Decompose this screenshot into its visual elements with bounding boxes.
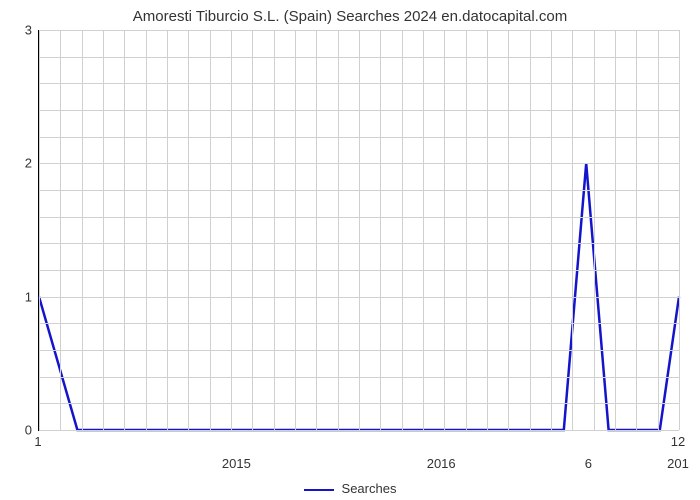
grid-line-v bbox=[423, 30, 424, 430]
grid-line-v bbox=[679, 30, 680, 430]
legend-swatch bbox=[304, 489, 334, 491]
y-tick-label: 3 bbox=[8, 23, 32, 38]
grid-line-v bbox=[316, 30, 317, 430]
grid-line-v bbox=[380, 30, 381, 430]
grid-line-v bbox=[274, 30, 275, 430]
grid-line-v bbox=[658, 30, 659, 430]
x-tick-label: 1 bbox=[34, 434, 41, 449]
grid-line-v bbox=[167, 30, 168, 430]
grid-line-v bbox=[636, 30, 637, 430]
grid-line-v bbox=[572, 30, 573, 430]
grid-line-v bbox=[210, 30, 211, 430]
y-tick-label: 1 bbox=[8, 289, 32, 304]
grid-line-v bbox=[487, 30, 488, 430]
legend: Searches bbox=[0, 481, 700, 496]
grid-line-v bbox=[359, 30, 360, 430]
grid-line-v bbox=[594, 30, 595, 430]
grid-line-v bbox=[466, 30, 467, 430]
y-tick-label: 0 bbox=[8, 423, 32, 438]
x-axis-label: 2016 bbox=[427, 456, 456, 471]
grid-line-v bbox=[402, 30, 403, 430]
grid-line-v bbox=[615, 30, 616, 430]
grid-line-v bbox=[551, 30, 552, 430]
grid-line-v bbox=[60, 30, 61, 430]
grid-line-v bbox=[338, 30, 339, 430]
grid-line-v bbox=[82, 30, 83, 430]
x-axis-label: 2015 bbox=[222, 456, 251, 471]
legend-label: Searches bbox=[342, 481, 397, 496]
x-tick-label: 12 bbox=[671, 434, 685, 449]
chart-title: Amoresti Tiburcio S.L. (Spain) Searches … bbox=[0, 8, 700, 25]
grid-line-v bbox=[231, 30, 232, 430]
grid-line-v bbox=[508, 30, 509, 430]
x-axis-label: 201 bbox=[667, 456, 689, 471]
y-tick-label: 2 bbox=[8, 156, 32, 171]
grid-line-v bbox=[39, 30, 40, 430]
grid-line-v bbox=[252, 30, 253, 430]
grid-line-v bbox=[188, 30, 189, 430]
grid-line-v bbox=[444, 30, 445, 430]
grid-line-v bbox=[530, 30, 531, 430]
grid-line-v bbox=[295, 30, 296, 430]
grid-line-h bbox=[39, 430, 679, 431]
grid-line-v bbox=[103, 30, 104, 430]
x-axis-label: 6 bbox=[585, 456, 592, 471]
grid-line-v bbox=[146, 30, 147, 430]
grid-line-v bbox=[124, 30, 125, 430]
chart-container: Amoresti Tiburcio S.L. (Spain) Searches … bbox=[0, 0, 700, 500]
plot-area bbox=[38, 30, 679, 431]
